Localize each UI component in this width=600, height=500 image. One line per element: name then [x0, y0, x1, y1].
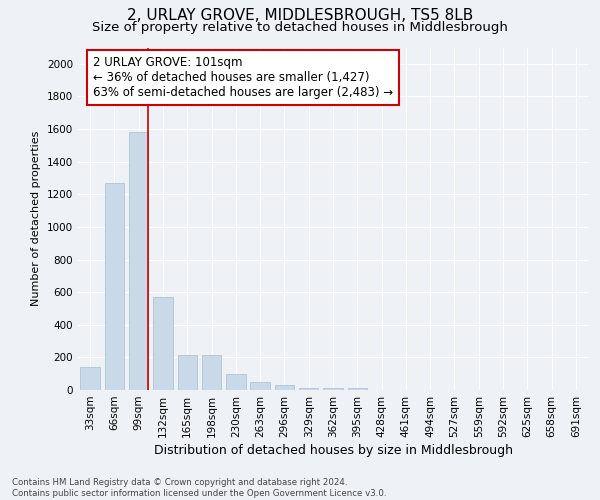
Bar	[323, 388, 343, 390]
Bar	[299, 388, 319, 390]
Bar	[153, 297, 173, 390]
Text: Size of property relative to detached houses in Middlesbrough: Size of property relative to detached ho…	[92, 21, 508, 34]
Bar	[202, 355, 221, 390]
X-axis label: Distribution of detached houses by size in Middlesbrough: Distribution of detached houses by size …	[154, 444, 512, 457]
Text: 2 URLAY GROVE: 101sqm
← 36% of detached houses are smaller (1,427)
63% of semi-d: 2 URLAY GROVE: 101sqm ← 36% of detached …	[94, 56, 394, 99]
Bar	[80, 367, 100, 390]
Bar	[226, 374, 245, 390]
Bar	[347, 388, 367, 390]
Bar	[250, 382, 270, 390]
Text: 2, URLAY GROVE, MIDDLESBROUGH, TS5 8LB: 2, URLAY GROVE, MIDDLESBROUGH, TS5 8LB	[127, 8, 473, 22]
Bar	[275, 385, 294, 390]
Bar	[105, 183, 124, 390]
Y-axis label: Number of detached properties: Number of detached properties	[31, 131, 41, 306]
Text: Contains HM Land Registry data © Crown copyright and database right 2024.
Contai: Contains HM Land Registry data © Crown c…	[12, 478, 386, 498]
Bar	[178, 355, 197, 390]
Bar	[129, 132, 148, 390]
